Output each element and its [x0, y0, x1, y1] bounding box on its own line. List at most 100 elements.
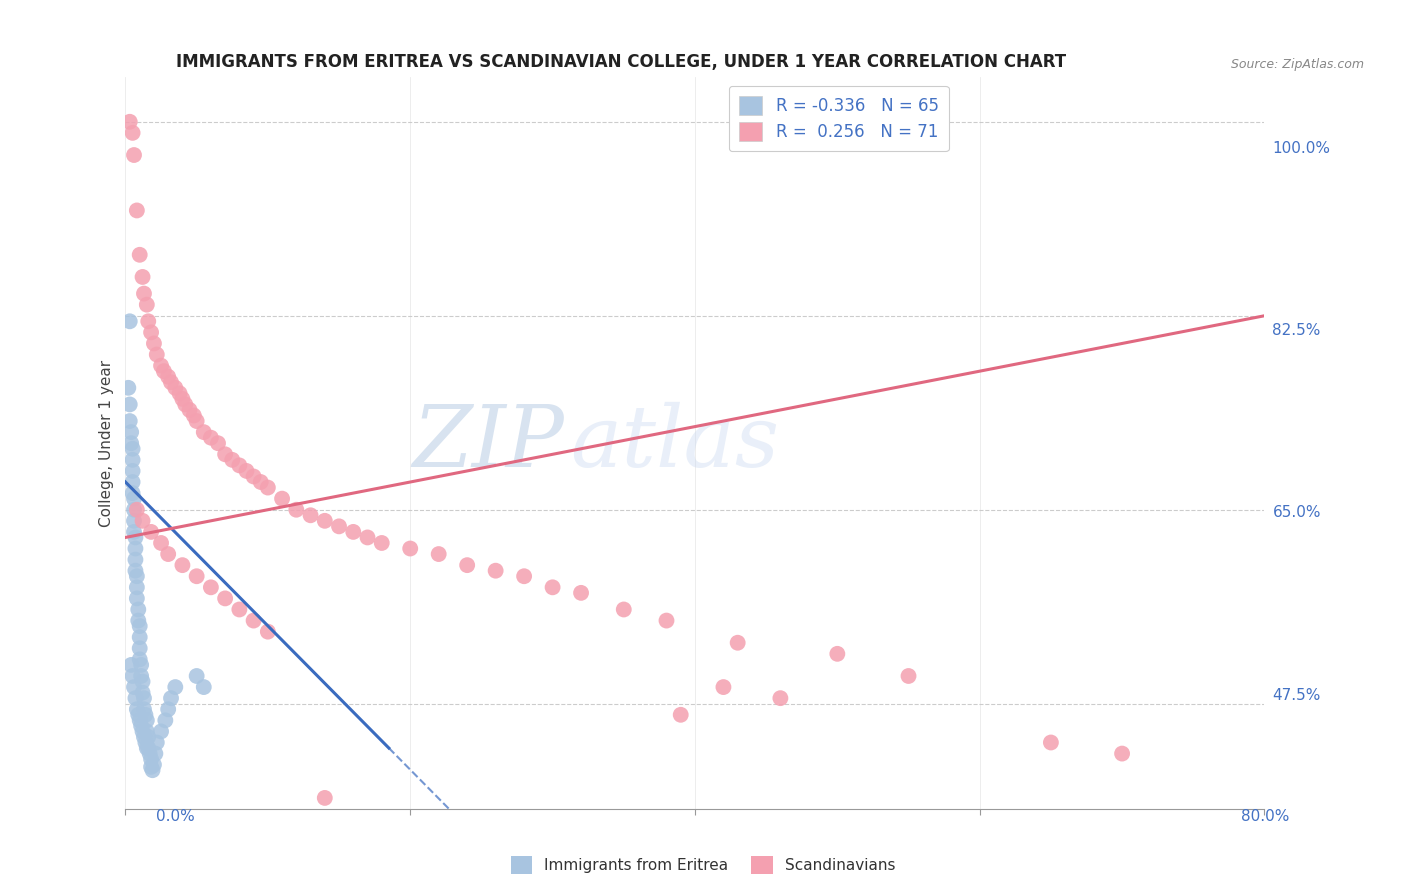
- Point: [160, 691, 183, 706]
- Point: [146, 347, 169, 361]
- Point: [200, 431, 222, 445]
- Text: atlas: atlas: [569, 402, 779, 484]
- Point: [214, 591, 236, 606]
- Point: [314, 791, 336, 805]
- Point: [242, 469, 264, 483]
- Point: [139, 326, 162, 340]
- Point: [124, 552, 146, 566]
- Point: [249, 475, 271, 489]
- Point: [135, 714, 157, 728]
- Point: [125, 591, 148, 606]
- Point: [153, 364, 176, 378]
- Point: [121, 126, 143, 140]
- Point: [124, 564, 146, 578]
- Point: [371, 536, 394, 550]
- Point: [186, 669, 208, 683]
- Legend: R = -0.336   N = 65, R =  0.256   N = 71: R = -0.336 N = 65, R = 0.256 N = 71: [728, 86, 949, 151]
- Point: [127, 602, 149, 616]
- Point: [131, 685, 153, 699]
- Point: [228, 458, 250, 473]
- Point: [485, 564, 508, 578]
- Point: [118, 397, 141, 411]
- Point: [142, 336, 165, 351]
- Point: [121, 453, 143, 467]
- Point: [827, 647, 849, 661]
- Point: [257, 481, 280, 495]
- Point: [314, 514, 336, 528]
- Point: [1039, 735, 1062, 749]
- Point: [132, 286, 155, 301]
- Point: [157, 702, 180, 716]
- Point: [122, 502, 145, 516]
- Point: [179, 403, 201, 417]
- Point: [122, 514, 145, 528]
- Point: [207, 436, 229, 450]
- Text: Source: ZipAtlas.com: Source: ZipAtlas.com: [1230, 58, 1364, 71]
- Text: ZIP: ZIP: [412, 402, 564, 484]
- Point: [132, 691, 155, 706]
- Point: [122, 491, 145, 506]
- Point: [139, 524, 162, 539]
- Point: [118, 115, 141, 129]
- Point: [160, 376, 183, 390]
- Text: IMMIGRANTS FROM ERITREA VS SCANDINAVIAN COLLEGE, UNDER 1 YEAR CORRELATION CHART: IMMIGRANTS FROM ERITREA VS SCANDINAVIAN …: [176, 54, 1066, 71]
- Point: [328, 519, 350, 533]
- Point: [1111, 747, 1133, 761]
- Point: [128, 641, 150, 656]
- Point: [169, 386, 191, 401]
- Point: [128, 630, 150, 644]
- Point: [134, 735, 156, 749]
- Point: [399, 541, 422, 556]
- Point: [120, 425, 142, 439]
- Point: [122, 148, 145, 162]
- Point: [128, 248, 150, 262]
- Point: [124, 531, 146, 545]
- Point: [613, 602, 636, 616]
- Point: [221, 453, 243, 467]
- Point: [122, 680, 145, 694]
- Text: 47.5%: 47.5%: [1272, 688, 1320, 703]
- Text: 65.0%: 65.0%: [1272, 506, 1320, 520]
- Point: [157, 547, 180, 561]
- Point: [242, 614, 264, 628]
- Point: [118, 314, 141, 328]
- Point: [165, 381, 187, 395]
- Point: [136, 314, 159, 328]
- Point: [174, 397, 197, 411]
- Point: [727, 636, 749, 650]
- Point: [285, 502, 308, 516]
- Point: [125, 569, 148, 583]
- Point: [129, 657, 152, 672]
- Point: [122, 524, 145, 539]
- Point: [128, 652, 150, 666]
- Point: [155, 714, 177, 728]
- Point: [135, 724, 157, 739]
- Point: [541, 580, 564, 594]
- Point: [193, 680, 215, 694]
- Point: [121, 464, 143, 478]
- Point: [139, 752, 162, 766]
- Text: 80.0%: 80.0%: [1241, 809, 1289, 823]
- Point: [427, 547, 450, 561]
- Point: [897, 669, 920, 683]
- Point: [200, 580, 222, 594]
- Point: [157, 369, 180, 384]
- Point: [135, 741, 157, 756]
- Point: [150, 359, 173, 373]
- Point: [125, 702, 148, 716]
- Point: [121, 475, 143, 489]
- Y-axis label: College, Under 1 year: College, Under 1 year: [100, 359, 114, 527]
- Point: [131, 269, 153, 284]
- Point: [342, 524, 364, 539]
- Point: [124, 541, 146, 556]
- Point: [186, 569, 208, 583]
- Point: [183, 409, 205, 423]
- Point: [193, 425, 215, 439]
- Point: [127, 707, 149, 722]
- Point: [713, 680, 735, 694]
- Point: [134, 707, 156, 722]
- Point: [120, 657, 142, 672]
- Point: [165, 680, 187, 694]
- Point: [146, 735, 169, 749]
- Point: [228, 602, 250, 616]
